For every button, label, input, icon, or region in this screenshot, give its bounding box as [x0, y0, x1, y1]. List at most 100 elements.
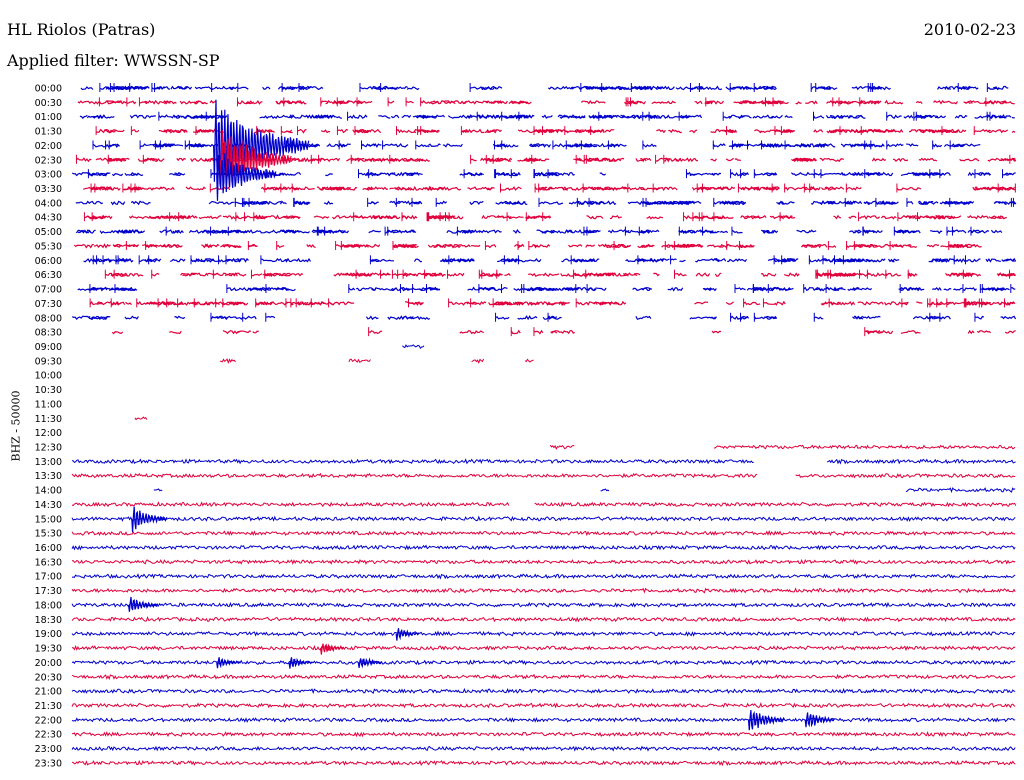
trace-burst: [77, 287, 96, 291]
trace-burst: [92, 114, 106, 120]
trace-burst: [917, 215, 945, 220]
trace-burst: [401, 214, 418, 220]
trace-burst: [448, 301, 469, 306]
trace-burst: [120, 228, 146, 234]
trace-burst: [846, 244, 862, 249]
trace-burst: [849, 229, 862, 234]
trace-segment: [71, 472, 758, 479]
trace-burst: [166, 229, 180, 234]
trace-burst: [911, 172, 928, 177]
trace-burst: [406, 86, 420, 91]
trace-burst: [96, 301, 122, 306]
trace-burst: [174, 171, 186, 176]
trace-burst: [480, 157, 495, 162]
trace-burst: [959, 158, 980, 162]
row-tick-label: 10:30: [35, 385, 62, 396]
trace-burst: [356, 287, 377, 292]
trace-burst: [137, 158, 152, 162]
trace-burst: [740, 315, 749, 319]
trace-burst: [541, 114, 553, 119]
row-tick-label: 02:30: [35, 155, 62, 166]
trace-burst: [767, 258, 787, 263]
trace-burst: [211, 85, 235, 91]
trace-burst: [678, 229, 696, 234]
row-tick-label: 03:30: [35, 184, 62, 195]
trace-burst: [740, 186, 760, 191]
trace-burst: [854, 229, 861, 233]
trace-burst: [656, 129, 666, 134]
trace-burst: [151, 186, 163, 190]
trace-burst: [962, 272, 982, 278]
trace-burst: [843, 258, 865, 263]
trace-segment: [549, 444, 575, 450]
trace-burst: [163, 243, 181, 249]
trace-burst: [543, 128, 569, 134]
trace-burst: [348, 287, 356, 291]
trace-burst: [670, 258, 677, 261]
row-tick-label: 11:00: [35, 399, 62, 410]
trace-burst: [609, 157, 625, 162]
trace-burst: [297, 128, 307, 134]
trace-burst: [652, 186, 678, 192]
trace-burst: [601, 85, 630, 90]
trace-burst: [306, 244, 316, 248]
trace-burst: [373, 85, 382, 90]
trace-burst: [1004, 330, 1016, 334]
trace-burst: [71, 172, 91, 177]
trace-segment: [71, 587, 1016, 594]
trace-burst: [573, 272, 600, 277]
trace-burst: [260, 200, 283, 206]
row-tick-label: 20:00: [35, 658, 62, 669]
trace-burst: [80, 86, 94, 91]
trace-burst: [769, 215, 793, 220]
trace-burst: [635, 157, 652, 162]
trace-burst: [163, 100, 177, 105]
trace-burst: [173, 114, 198, 119]
trace-segment: [71, 501, 510, 508]
row-tick-label: 15:30: [35, 529, 62, 540]
trace-burst: [390, 114, 400, 119]
trace-burst: [653, 272, 660, 277]
trace-burst: [111, 331, 124, 335]
trace-segment: [826, 458, 1016, 465]
trace-burst: [674, 272, 687, 277]
trace-burst: [95, 128, 116, 134]
trace-burst: [212, 272, 238, 277]
trace-burst: [863, 200, 887, 205]
trace-burst: [426, 287, 441, 291]
trace-burst: [461, 129, 468, 134]
trace-burst: [598, 300, 627, 306]
trace-burst: [341, 272, 362, 277]
trace-burst: [939, 201, 954, 205]
trace-burst: [826, 86, 838, 91]
trace-burst: [242, 315, 257, 320]
trace-segment: [219, 358, 236, 365]
trace-burst: [738, 100, 747, 105]
trace-burst: [494, 144, 503, 148]
trace-burst: [765, 100, 783, 105]
trace-burst: [764, 315, 777, 320]
trace-burst: [292, 186, 315, 191]
trace-burst: [987, 157, 1010, 162]
trace-segment: [471, 358, 485, 364]
trace-burst: [325, 99, 350, 105]
trace-burst: [930, 230, 943, 235]
trace-burst: [918, 157, 938, 162]
trace-burst: [77, 100, 101, 105]
trace-burst: [953, 287, 963, 291]
trace-burst: [576, 200, 605, 205]
trace-burst: [504, 200, 528, 205]
trace-burst: [740, 215, 767, 220]
trace-burst: [157, 300, 181, 306]
trace-burst: [313, 143, 321, 148]
trace-burst: [310, 301, 326, 306]
trace-burst: [316, 229, 328, 234]
trace-burst: [986, 114, 997, 119]
trace-burst: [638, 85, 665, 91]
trace-burst: [237, 86, 249, 90]
trace-burst: [263, 214, 286, 220]
trace-segment: [71, 601, 1016, 609]
trace-burst: [813, 129, 824, 133]
trace-burst: [485, 244, 497, 249]
trace-burst: [815, 85, 832, 91]
